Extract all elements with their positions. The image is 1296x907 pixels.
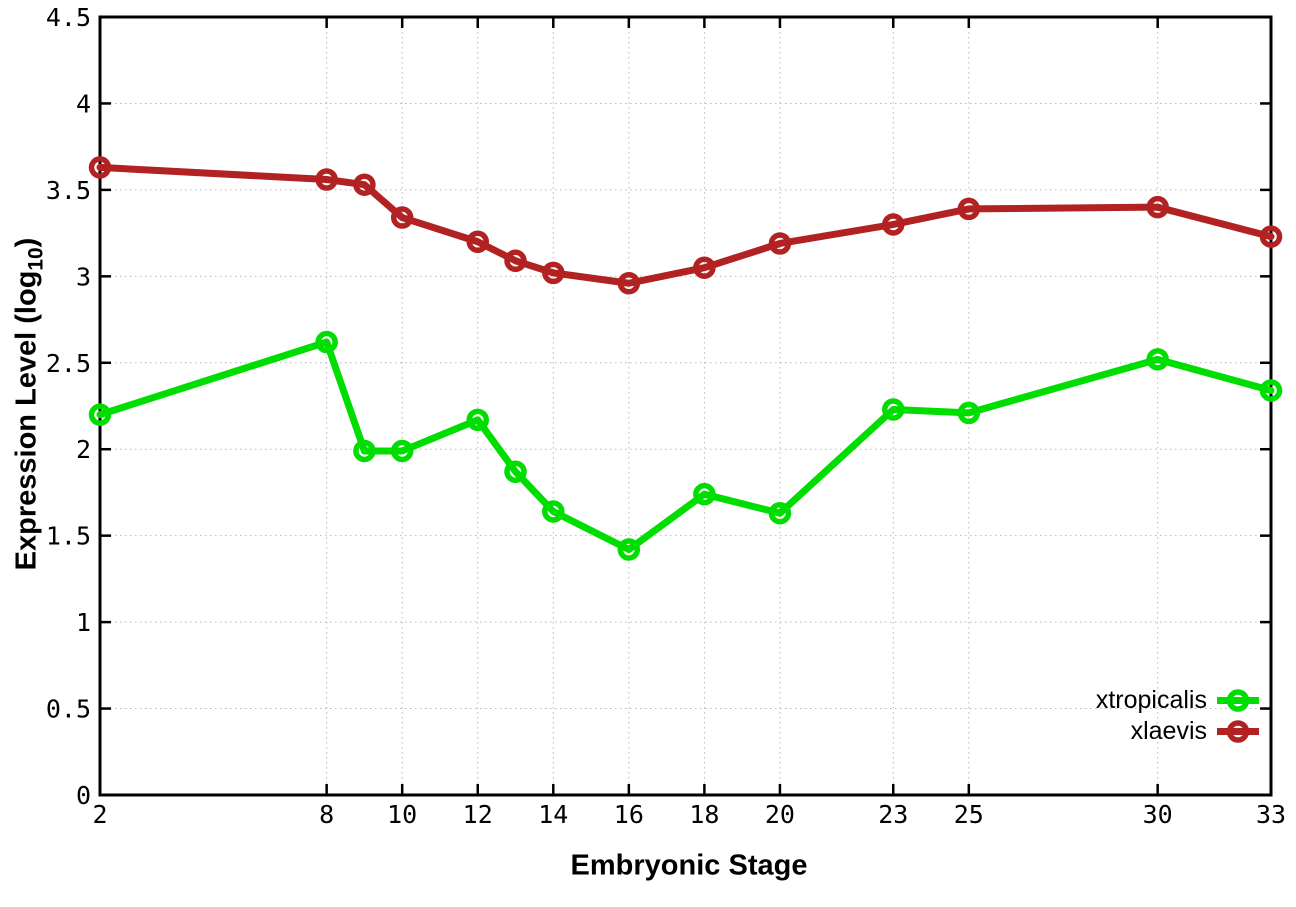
x-tick-label: 2 (92, 800, 107, 829)
data-point-xtropicalis (617, 538, 641, 561)
y-tick-label: 2.5 (46, 349, 91, 378)
x-tick-label: 30 (1143, 800, 1173, 829)
y-axis-title-text: Expression Level (log (10, 270, 43, 571)
data-point-xlaevis (88, 156, 112, 179)
data-point-xtropicalis (315, 330, 338, 354)
data-point-xtropicalis (768, 501, 792, 525)
legend-marker-xlaevis-icon (1217, 720, 1259, 743)
data-point-xtropicalis (466, 408, 489, 432)
x-axis-title: Embryonic Stage (570, 849, 808, 882)
data-point-xtropicalis (353, 439, 376, 463)
y-axis-title-close: ) (10, 237, 43, 248)
series-line-xtropicalis (96, 338, 1275, 553)
data-point-xlaevis (390, 206, 414, 229)
data-point-xlaevis (315, 168, 338, 191)
data-point-xlaevis (466, 230, 489, 254)
legend-row-xtropicalis: xtropicalis (1096, 686, 1260, 715)
y-tick-label: 3 (76, 262, 91, 291)
x-tick-label: 14 (538, 800, 568, 829)
data-point-xtropicalis (1146, 348, 1169, 371)
data-point-xtropicalis (88, 403, 112, 426)
series-line-xlaevis (96, 163, 1275, 287)
data-point-xtropicalis (957, 401, 981, 425)
x-tick-label: 10 (387, 800, 417, 829)
data-point-xtropicalis (693, 482, 716, 506)
x-tick-label: 18 (689, 800, 719, 829)
data-point-xlaevis (693, 256, 716, 279)
data-point-xlaevis (542, 261, 565, 285)
plot-border (98, 15, 1273, 797)
legend-row-xlaevis: xlaevis (1096, 717, 1260, 746)
data-point-xlaevis (768, 232, 792, 255)
y-tick-label: 4 (76, 89, 91, 118)
data-point-xlaevis (1259, 225, 1283, 248)
data-point-xtropicalis (542, 500, 565, 523)
y-tick-label: 4.5 (46, 3, 91, 32)
data-point-xlaevis (1146, 195, 1169, 219)
legend-label-xtropicalis: xtropicalis (1095, 686, 1207, 714)
data-point-xtropicalis (504, 460, 527, 483)
y-tick-label: 0.5 (46, 695, 91, 724)
y-tick-label: 3.5 (46, 176, 91, 205)
x-tick-label: 23 (878, 800, 908, 829)
data-point-xlaevis (353, 173, 376, 196)
x-tick-label: 33 (1256, 800, 1286, 829)
legend: xtropicalis xlaevis (1096, 686, 1260, 746)
y-tick-label: 1.5 (46, 522, 91, 551)
data-point-xtropicalis (390, 439, 414, 463)
x-tick-label: 16 (614, 800, 644, 829)
legend-label-xlaevis: xlaevis (1130, 717, 1207, 745)
y-tick-label: 2 (76, 435, 91, 464)
y-tick-label: 1 (76, 608, 91, 637)
data-point-xtropicalis (882, 398, 905, 421)
x-tick-label: 20 (765, 800, 795, 829)
x-tick-label: 25 (954, 800, 984, 829)
y-axis-title: Expression Level (log10) (10, 237, 48, 571)
x-tick-label: 8 (319, 800, 334, 829)
data-point-xtropicalis (1259, 379, 1283, 402)
y-axis-title-subscript: 10 (24, 247, 48, 271)
x-tick-label: 12 (463, 800, 493, 829)
legend-marker-xtropicalis-icon (1217, 689, 1259, 712)
data-point-xlaevis (617, 271, 641, 295)
data-point-xlaevis (957, 197, 981, 221)
data-point-xlaevis (504, 249, 527, 273)
y-tick-label: 0 (76, 781, 91, 810)
data-point-xlaevis (882, 213, 905, 236)
